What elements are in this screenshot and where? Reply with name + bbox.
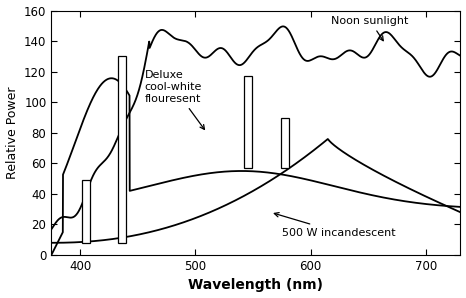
- Bar: [82, 180, 90, 243]
- Text: Deluxe
cool-white
flouresent: Deluxe cool-white flouresent: [144, 70, 205, 129]
- Text: Noon sunlight: Noon sunlight: [331, 16, 409, 41]
- X-axis label: Wavelength (nm): Wavelength (nm): [188, 278, 323, 292]
- Text: 500 W incandescent: 500 W incandescent: [274, 212, 396, 238]
- Bar: [244, 76, 253, 168]
- Y-axis label: Relative Power: Relative Power: [6, 86, 19, 179]
- Bar: [281, 117, 289, 168]
- Bar: [117, 56, 126, 243]
